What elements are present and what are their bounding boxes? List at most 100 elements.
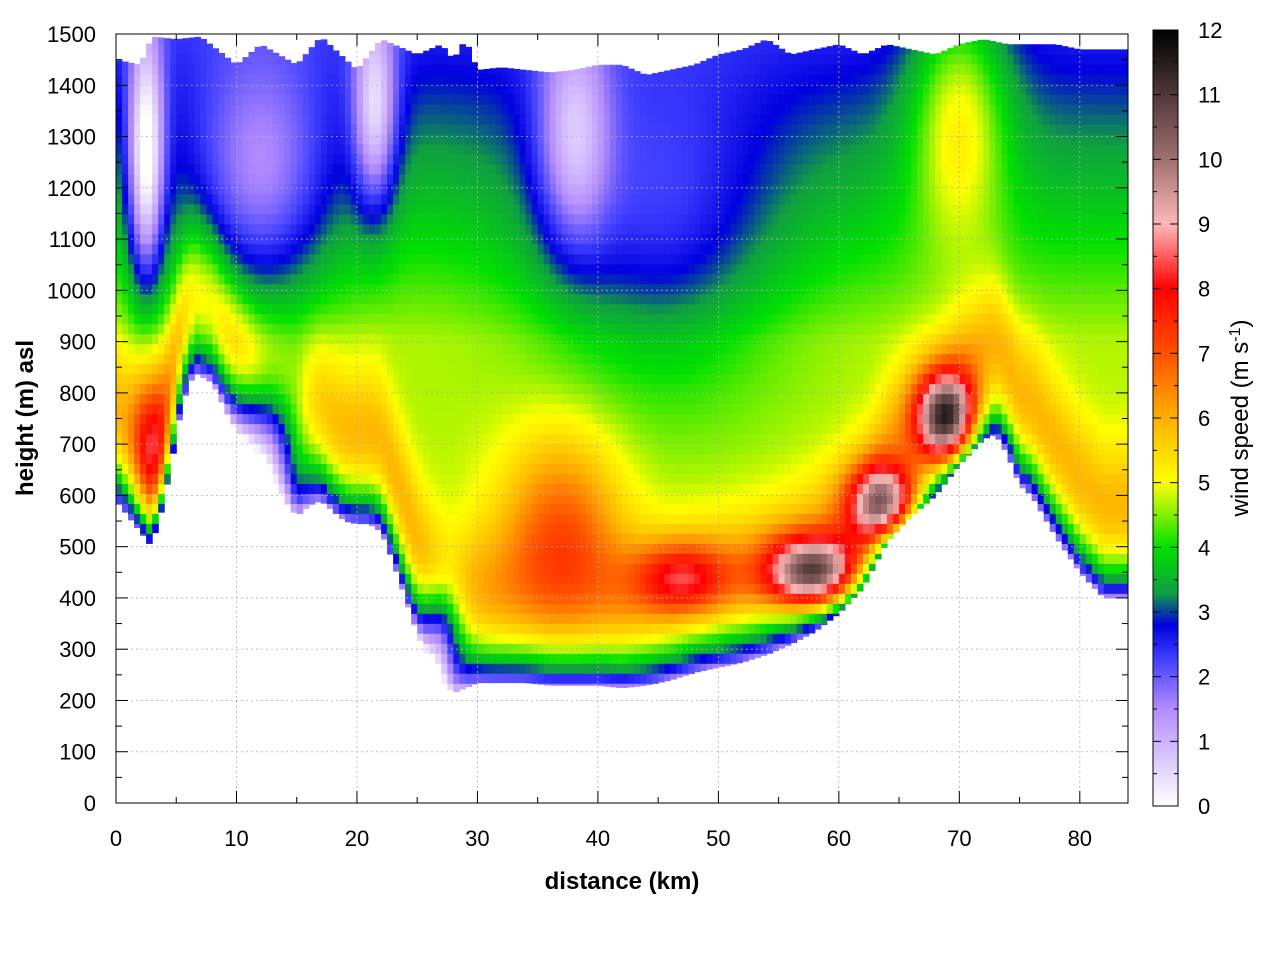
heatmap-cell <box>218 303 226 315</box>
heatmap-cell <box>447 563 454 574</box>
heatmap-cell <box>489 523 497 534</box>
heatmap-cell <box>567 70 575 75</box>
heatmap-cell <box>284 483 292 495</box>
heatmap-cell <box>537 673 545 684</box>
heatmap-cell <box>393 73 400 85</box>
heatmap-cell <box>646 243 653 255</box>
heatmap-cell <box>369 503 376 514</box>
heatmap-cell <box>224 393 232 405</box>
heatmap-cell <box>597 193 605 205</box>
heatmap-cell <box>266 53 274 65</box>
heatmap-cell <box>116 193 123 205</box>
heatmap-cell <box>266 393 274 405</box>
heatmap-cell <box>338 263 346 275</box>
heatmap-cell <box>369 443 376 455</box>
heatmap-cell <box>381 403 388 415</box>
heatmap-cell <box>435 143 442 155</box>
heatmap-cell <box>640 93 647 105</box>
heatmap-cell <box>272 173 280 185</box>
heatmap-cell <box>290 403 298 415</box>
heatmap-cell <box>537 163 545 175</box>
heatmap-cell <box>146 413 153 425</box>
heatmap-cell <box>507 483 515 495</box>
heatmap-cell <box>628 68 635 75</box>
heatmap-cell <box>224 183 232 195</box>
heatmap-cell <box>248 433 256 445</box>
heatmap-cell <box>441 523 448 534</box>
heatmap-cell <box>465 103 472 115</box>
heatmap-cell <box>242 243 250 255</box>
heatmap-cell <box>230 363 238 375</box>
heatmap-cell <box>423 593 430 604</box>
heatmap-cell <box>308 143 316 155</box>
heatmap-cell <box>128 163 135 175</box>
heatmap-cell <box>164 43 171 55</box>
heatmap-cell <box>350 493 358 504</box>
heatmap-cell <box>308 263 316 275</box>
heatmap-cell <box>116 153 123 165</box>
heatmap-cell <box>585 113 593 125</box>
heatmap-cell <box>122 263 129 275</box>
heatmap-cell <box>628 613 635 624</box>
heatmap-cell <box>254 53 262 65</box>
heatmap-cell <box>320 403 328 415</box>
heatmap-cell <box>429 153 436 165</box>
heatmap-cell <box>176 93 183 105</box>
heatmap-cell <box>411 63 418 75</box>
heatmap-cell <box>134 323 141 335</box>
heatmap-cell <box>465 173 472 185</box>
heatmap-cell <box>212 173 219 185</box>
heatmap-cell <box>116 253 123 265</box>
heatmap-cell <box>236 113 244 125</box>
heatmap-cell <box>519 453 527 465</box>
heatmap-cell <box>609 203 617 215</box>
heatmap-cell <box>447 333 454 345</box>
heatmap-cell <box>284 473 292 485</box>
heatmap-cell <box>471 213 479 225</box>
heatmap-cell <box>356 313 364 325</box>
heatmap-cell <box>549 123 557 135</box>
heatmap-cell <box>417 233 424 245</box>
heatmap-cell <box>573 473 581 485</box>
heatmap-cell <box>206 193 213 205</box>
heatmap-cell <box>507 443 515 455</box>
heatmap-cell <box>603 183 611 195</box>
heatmap-cell <box>579 523 587 534</box>
heatmap-cell <box>652 143 659 155</box>
heatmap-cell <box>194 203 201 215</box>
heatmap-cell <box>609 583 617 594</box>
heatmap-cell <box>399 463 406 475</box>
heatmap-cell <box>158 413 165 425</box>
heatmap-cell <box>242 263 250 275</box>
heatmap-cell <box>507 473 515 485</box>
heatmap-cell <box>320 123 328 135</box>
heatmap-cell <box>278 243 286 255</box>
heatmap-cell <box>284 303 292 315</box>
heatmap-cell <box>555 533 563 544</box>
heatmap-cell <box>152 153 159 165</box>
heatmap-cell <box>615 613 623 624</box>
heatmap-cell <box>194 163 201 175</box>
heatmap-cell <box>622 573 629 584</box>
heatmap-cell <box>537 113 545 125</box>
heatmap-cell <box>399 563 406 574</box>
heatmap-cell <box>140 433 147 445</box>
heatmap-cell <box>182 163 189 175</box>
heatmap-cell <box>622 643 629 654</box>
heatmap-cell <box>290 113 298 125</box>
heatmap-cell <box>344 123 352 135</box>
heatmap-cell <box>350 263 358 275</box>
heatmap-cell <box>573 313 581 325</box>
heatmap-cell <box>435 153 442 165</box>
heatmap-cell <box>356 193 364 205</box>
heatmap-cell <box>296 363 304 375</box>
heatmap-cell <box>188 133 195 145</box>
heatmap-cell <box>170 383 177 395</box>
heatmap-cell <box>266 483 274 486</box>
heatmap-cell <box>658 523 665 534</box>
heatmap-cell <box>495 283 503 295</box>
heatmap-cell <box>567 373 575 385</box>
heatmap-cell <box>350 303 358 315</box>
heatmap-cell <box>603 303 611 315</box>
heatmap-cell <box>146 213 153 225</box>
